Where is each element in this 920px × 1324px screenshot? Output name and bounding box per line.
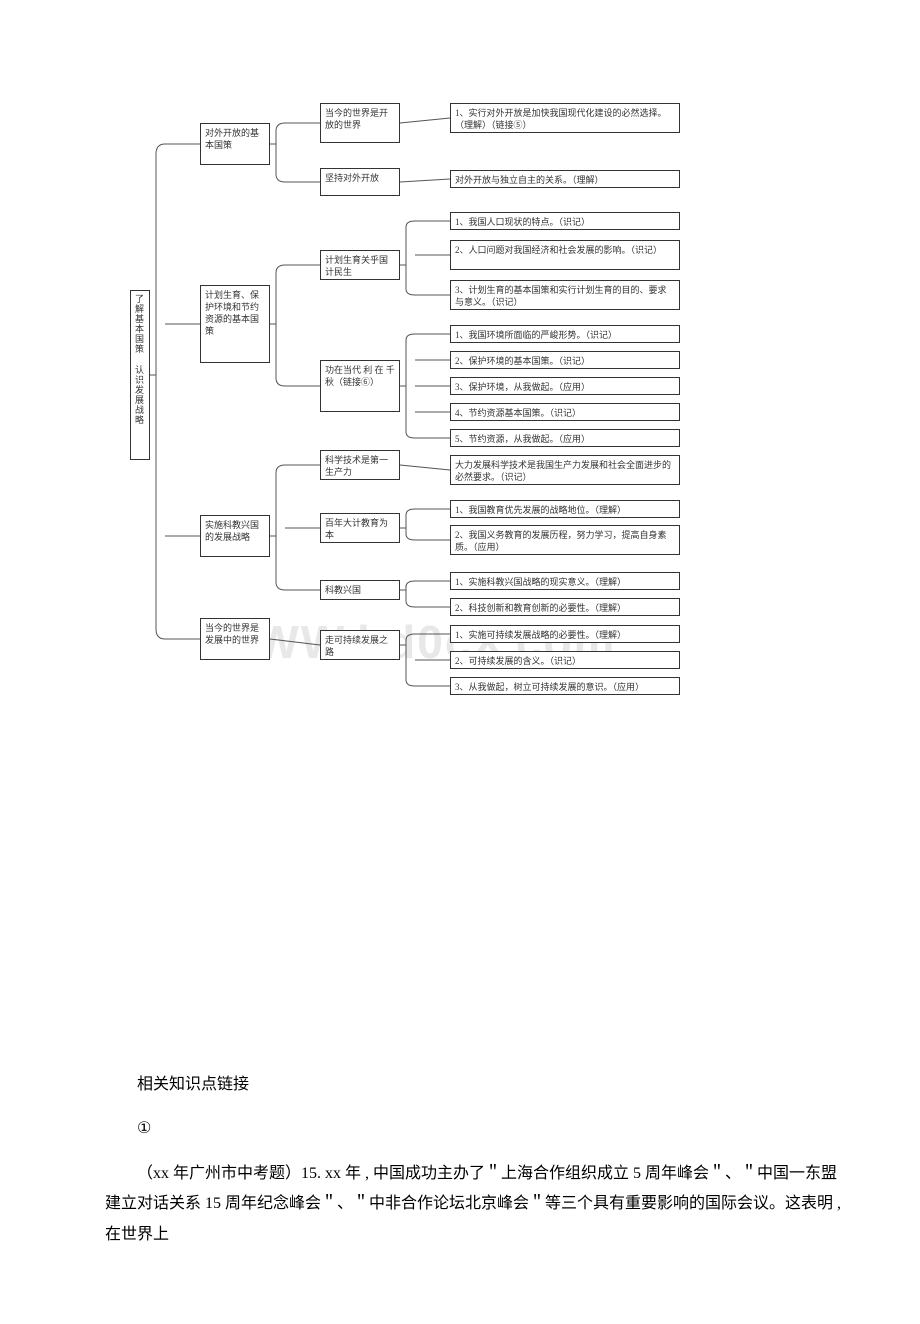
level3-node: 计划生育关乎国计民生 bbox=[320, 250, 400, 280]
body-text: 相关知识点链接 ① （xx 年广州市中考题）15. xx 年 , 中国成功主办了… bbox=[0, 1040, 920, 1324]
level3-node: 走可持续发展之路 bbox=[320, 630, 400, 660]
level3-node: 坚持对外开放 bbox=[320, 168, 400, 196]
level3-node: 功在当代 利 在 千 秋（链接⑥） bbox=[320, 360, 400, 412]
level3-node: 百年大计教育为本 bbox=[320, 513, 400, 543]
leaf-node: 大力发展科学技术是我国生产力发展和社会全面进步的必然要求。（识记） bbox=[450, 455, 680, 485]
leaf-node: 5、节约资源，从我做起。（应用） bbox=[450, 429, 680, 447]
leaf-node: 2、可持续发展的含义。（识记） bbox=[450, 651, 680, 669]
leaf-node: 1、实施可持续发展战略的必要性。（理解） bbox=[450, 625, 680, 643]
level3-node: 当今的世界是开放的世界 bbox=[320, 103, 400, 143]
root-node: 了解基本国策 认识发展战略 bbox=[130, 290, 150, 460]
leaf-node: 3、计划生育的基本国策和实行计划生育的目的、要求与意义。（识记） bbox=[450, 280, 680, 310]
level3-node: 科教兴国 bbox=[320, 580, 400, 600]
leaf-node: 3、保护环境，从我做起。（应用） bbox=[450, 377, 680, 395]
level2-node: 当今的世界是发展中的世界 bbox=[200, 618, 270, 660]
level2-node: 对外开放的基本国策 bbox=[200, 123, 270, 165]
list-marker: ① bbox=[105, 1114, 850, 1144]
related-links-heading: 相关知识点链接 bbox=[105, 1070, 850, 1100]
level2-node: 实施科教兴国的发展战略 bbox=[200, 515, 270, 557]
leaf-node: 2、科技创新和教育创新的必要性。（理解） bbox=[450, 598, 680, 616]
level3-node: 科学技术是第一生产力 bbox=[320, 450, 400, 480]
leaf-node: 2、保护环境的基本国策。（识记） bbox=[450, 351, 680, 369]
spacer bbox=[0, 730, 920, 1040]
leaf-node: 1、实施科教兴国战略的现实意义。（理解） bbox=[450, 572, 680, 590]
tree-diagram: WWW.bd0cX.com 了解基本国策 认识发展战略对外开放的基本国策计划生育… bbox=[0, 0, 920, 730]
level2-node: 计划生育、保护环境和节约资源的基本国策 bbox=[200, 285, 270, 363]
leaf-node: 1、我国教育优先发展的战略地位。（理解） bbox=[450, 500, 680, 518]
leaf-node: 4、节约资源基本国策。（识记） bbox=[450, 403, 680, 421]
exam-question-paragraph: （xx 年广州市中考题）15. xx 年 , 中国成功主办了＂上海合作组织成立 … bbox=[105, 1159, 850, 1250]
leaf-node: 3、从我做起，树立可持续发展的意识。（应用） bbox=[450, 677, 680, 695]
leaf-node: 1、我国人口现状的特点。（识记） bbox=[450, 212, 680, 230]
leaf-node: 2、人口问题对我国经济和社会发展的影响。（识记） bbox=[450, 240, 680, 270]
leaf-node: 对外开放与独立自主的关系。（理解） bbox=[450, 170, 680, 188]
leaf-node: 2、我国义务教育的发展历程，努力学习，提高自身素质。（应用） bbox=[450, 525, 680, 555]
leaf-node: 1、我国环境所面临的严峻形势。（识记） bbox=[450, 325, 680, 343]
leaf-node: 1、实行对外开放是加快我国现代化建设的必然选择。（理解）（链接⑤） bbox=[450, 103, 680, 133]
